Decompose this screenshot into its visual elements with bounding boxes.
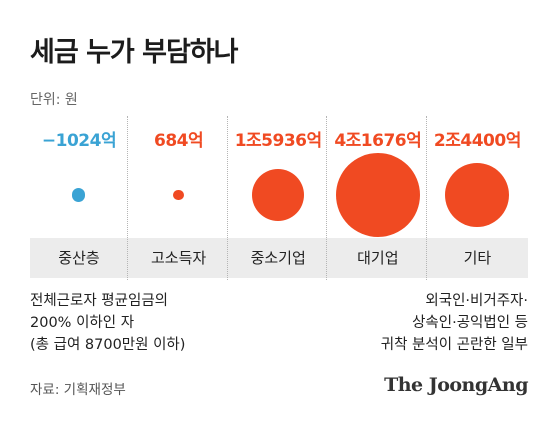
bubble bbox=[72, 188, 86, 202]
column-divider bbox=[425, 116, 427, 280]
column-0: −1024억 bbox=[30, 116, 128, 280]
column-2: 1조5936억 bbox=[229, 116, 328, 280]
bubble bbox=[173, 189, 184, 201]
note-others-line: 외국인·비거주자· bbox=[425, 293, 528, 309]
note-middle-class-line: 200% 이하인 자 bbox=[30, 315, 135, 331]
category-label: 대기업 bbox=[357, 249, 399, 267]
value-label: 2조4400억 bbox=[433, 131, 521, 151]
note-others: 외국인·비거주자· 상속인·공익법인 등 귀착 분석이 곤란한 일부 bbox=[381, 290, 528, 356]
category-label: 기타 bbox=[463, 249, 492, 267]
note-others-line: 귀착 분석이 곤란한 일부 bbox=[380, 337, 528, 353]
value-label: −1024억 bbox=[41, 131, 117, 151]
category-label: 중산층 bbox=[58, 249, 100, 267]
value-label: 684억 bbox=[154, 131, 204, 151]
value-label: 4조1676억 bbox=[334, 131, 422, 151]
source-text: 자료: 기획재정부 bbox=[30, 382, 126, 398]
category-label: 중소기업 bbox=[250, 249, 306, 267]
note-others-line: 상속인·공익법인 등 bbox=[412, 315, 528, 331]
chart-title: 세금 누가 부담하나 bbox=[30, 37, 239, 68]
unit-label: 단위: 원 bbox=[30, 92, 78, 108]
publisher-logo: The JoongAng bbox=[384, 374, 528, 396]
column-4: 2조4400억 bbox=[428, 116, 526, 280]
note-middle-class-line: (총 급여 8700만원 이하) bbox=[30, 337, 186, 353]
column-1: 684억 bbox=[130, 116, 228, 280]
note-middle-class-line: 전체근로자 평균임금의 bbox=[30, 293, 169, 309]
column-divider bbox=[226, 116, 228, 280]
bubble bbox=[445, 162, 510, 228]
category-band bbox=[30, 238, 528, 278]
column-divider bbox=[127, 116, 128, 280]
bubble bbox=[335, 153, 420, 237]
category-label: 고소득자 bbox=[150, 249, 207, 267]
bubble bbox=[252, 169, 304, 221]
note-middle-class: 전체근로자 평균임금의 200% 이하인 자 (총 급여 8700만원 이하) bbox=[30, 290, 185, 356]
value-label: 1조5936억 bbox=[234, 131, 322, 151]
column-divider bbox=[326, 116, 328, 280]
column-3: 4조1676억 bbox=[329, 116, 427, 280]
